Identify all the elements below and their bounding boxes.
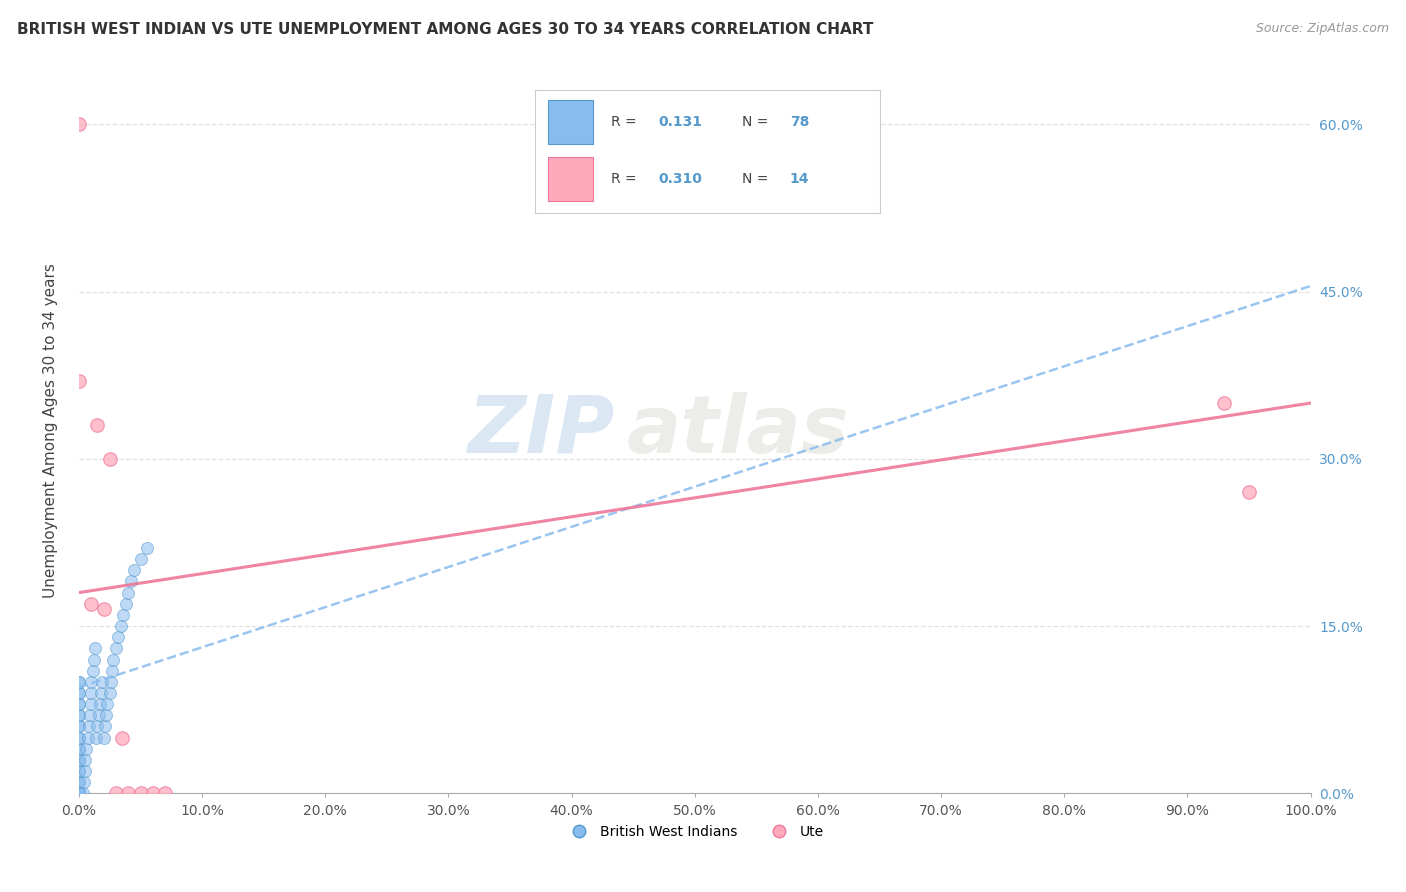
Point <box>67 708 90 723</box>
Point <box>67 786 90 800</box>
Point <box>72 786 94 800</box>
Point <box>98 686 121 700</box>
Point <box>107 630 129 644</box>
Point <box>67 719 90 733</box>
Point <box>67 741 90 756</box>
Point <box>82 664 104 678</box>
Legend: British West Indians, Ute: British West Indians, Ute <box>560 819 830 845</box>
Text: atlas: atlas <box>627 392 849 470</box>
Point <box>111 731 134 745</box>
Point <box>67 786 90 800</box>
Point <box>94 708 117 723</box>
Point <box>67 775 90 789</box>
Point <box>67 786 90 800</box>
Point <box>67 786 90 800</box>
Point <box>67 764 90 778</box>
Point <box>89 697 111 711</box>
Point <box>67 708 90 723</box>
Point <box>67 786 90 800</box>
Point <box>67 731 90 745</box>
Point <box>67 764 90 778</box>
Point <box>112 607 135 622</box>
Point <box>96 697 118 711</box>
Point <box>67 741 90 756</box>
Point <box>67 786 90 800</box>
Point <box>67 786 90 800</box>
Point <box>104 641 127 656</box>
Point <box>124 563 146 577</box>
Point <box>67 786 90 800</box>
Point <box>79 708 101 723</box>
Point <box>67 786 90 800</box>
Point <box>153 786 176 800</box>
Point <box>67 786 90 800</box>
Point <box>67 775 90 789</box>
Point <box>75 753 97 767</box>
Point <box>67 786 90 800</box>
Point <box>80 674 103 689</box>
Point <box>80 597 103 611</box>
Y-axis label: Unemployment Among Ages 30 to 34 years: Unemployment Among Ages 30 to 34 years <box>44 263 58 599</box>
Text: Source: ZipAtlas.com: Source: ZipAtlas.com <box>1256 22 1389 36</box>
Point <box>98 451 121 466</box>
Point <box>73 775 96 789</box>
Point <box>77 719 100 733</box>
Point <box>67 374 90 388</box>
Point <box>67 786 90 800</box>
Point <box>117 786 139 800</box>
Point <box>142 786 165 800</box>
Point <box>80 686 103 700</box>
Text: BRITISH WEST INDIAN VS UTE UNEMPLOYMENT AMONG AGES 30 TO 34 YEARS CORRELATION CH: BRITISH WEST INDIAN VS UTE UNEMPLOYMENT … <box>17 22 873 37</box>
Point <box>67 731 90 745</box>
Point <box>67 786 90 800</box>
Text: ZIP: ZIP <box>467 392 614 470</box>
Point <box>110 619 132 633</box>
Point <box>120 574 142 589</box>
Point <box>86 418 108 433</box>
Point <box>76 731 98 745</box>
Point <box>67 719 90 733</box>
Point <box>67 697 90 711</box>
Point <box>104 786 127 800</box>
Point <box>67 753 90 767</box>
Point <box>129 552 152 566</box>
Point <box>67 786 90 800</box>
Point <box>67 117 90 131</box>
Point <box>1237 485 1260 500</box>
Point <box>67 697 90 711</box>
Point <box>86 719 108 733</box>
Point <box>84 641 107 656</box>
Point <box>91 674 114 689</box>
Point <box>75 741 97 756</box>
Point <box>67 753 90 767</box>
Point <box>67 674 90 689</box>
Point <box>67 786 90 800</box>
Point <box>117 585 139 599</box>
Point <box>93 602 115 616</box>
Point <box>67 786 90 800</box>
Point <box>87 708 110 723</box>
Point <box>67 686 90 700</box>
Point <box>67 786 90 800</box>
Point <box>129 786 152 800</box>
Point <box>103 652 125 666</box>
Point <box>75 764 97 778</box>
Point <box>1213 396 1236 410</box>
Point <box>84 731 107 745</box>
Point <box>67 786 90 800</box>
Point <box>135 541 157 555</box>
Point <box>100 674 122 689</box>
Point <box>67 674 90 689</box>
Point <box>67 786 90 800</box>
Point <box>67 786 90 800</box>
Point <box>94 719 117 733</box>
Point <box>83 652 105 666</box>
Point <box>93 731 115 745</box>
Point <box>114 597 136 611</box>
Point <box>101 664 124 678</box>
Point <box>80 697 103 711</box>
Point <box>67 686 90 700</box>
Point <box>90 686 112 700</box>
